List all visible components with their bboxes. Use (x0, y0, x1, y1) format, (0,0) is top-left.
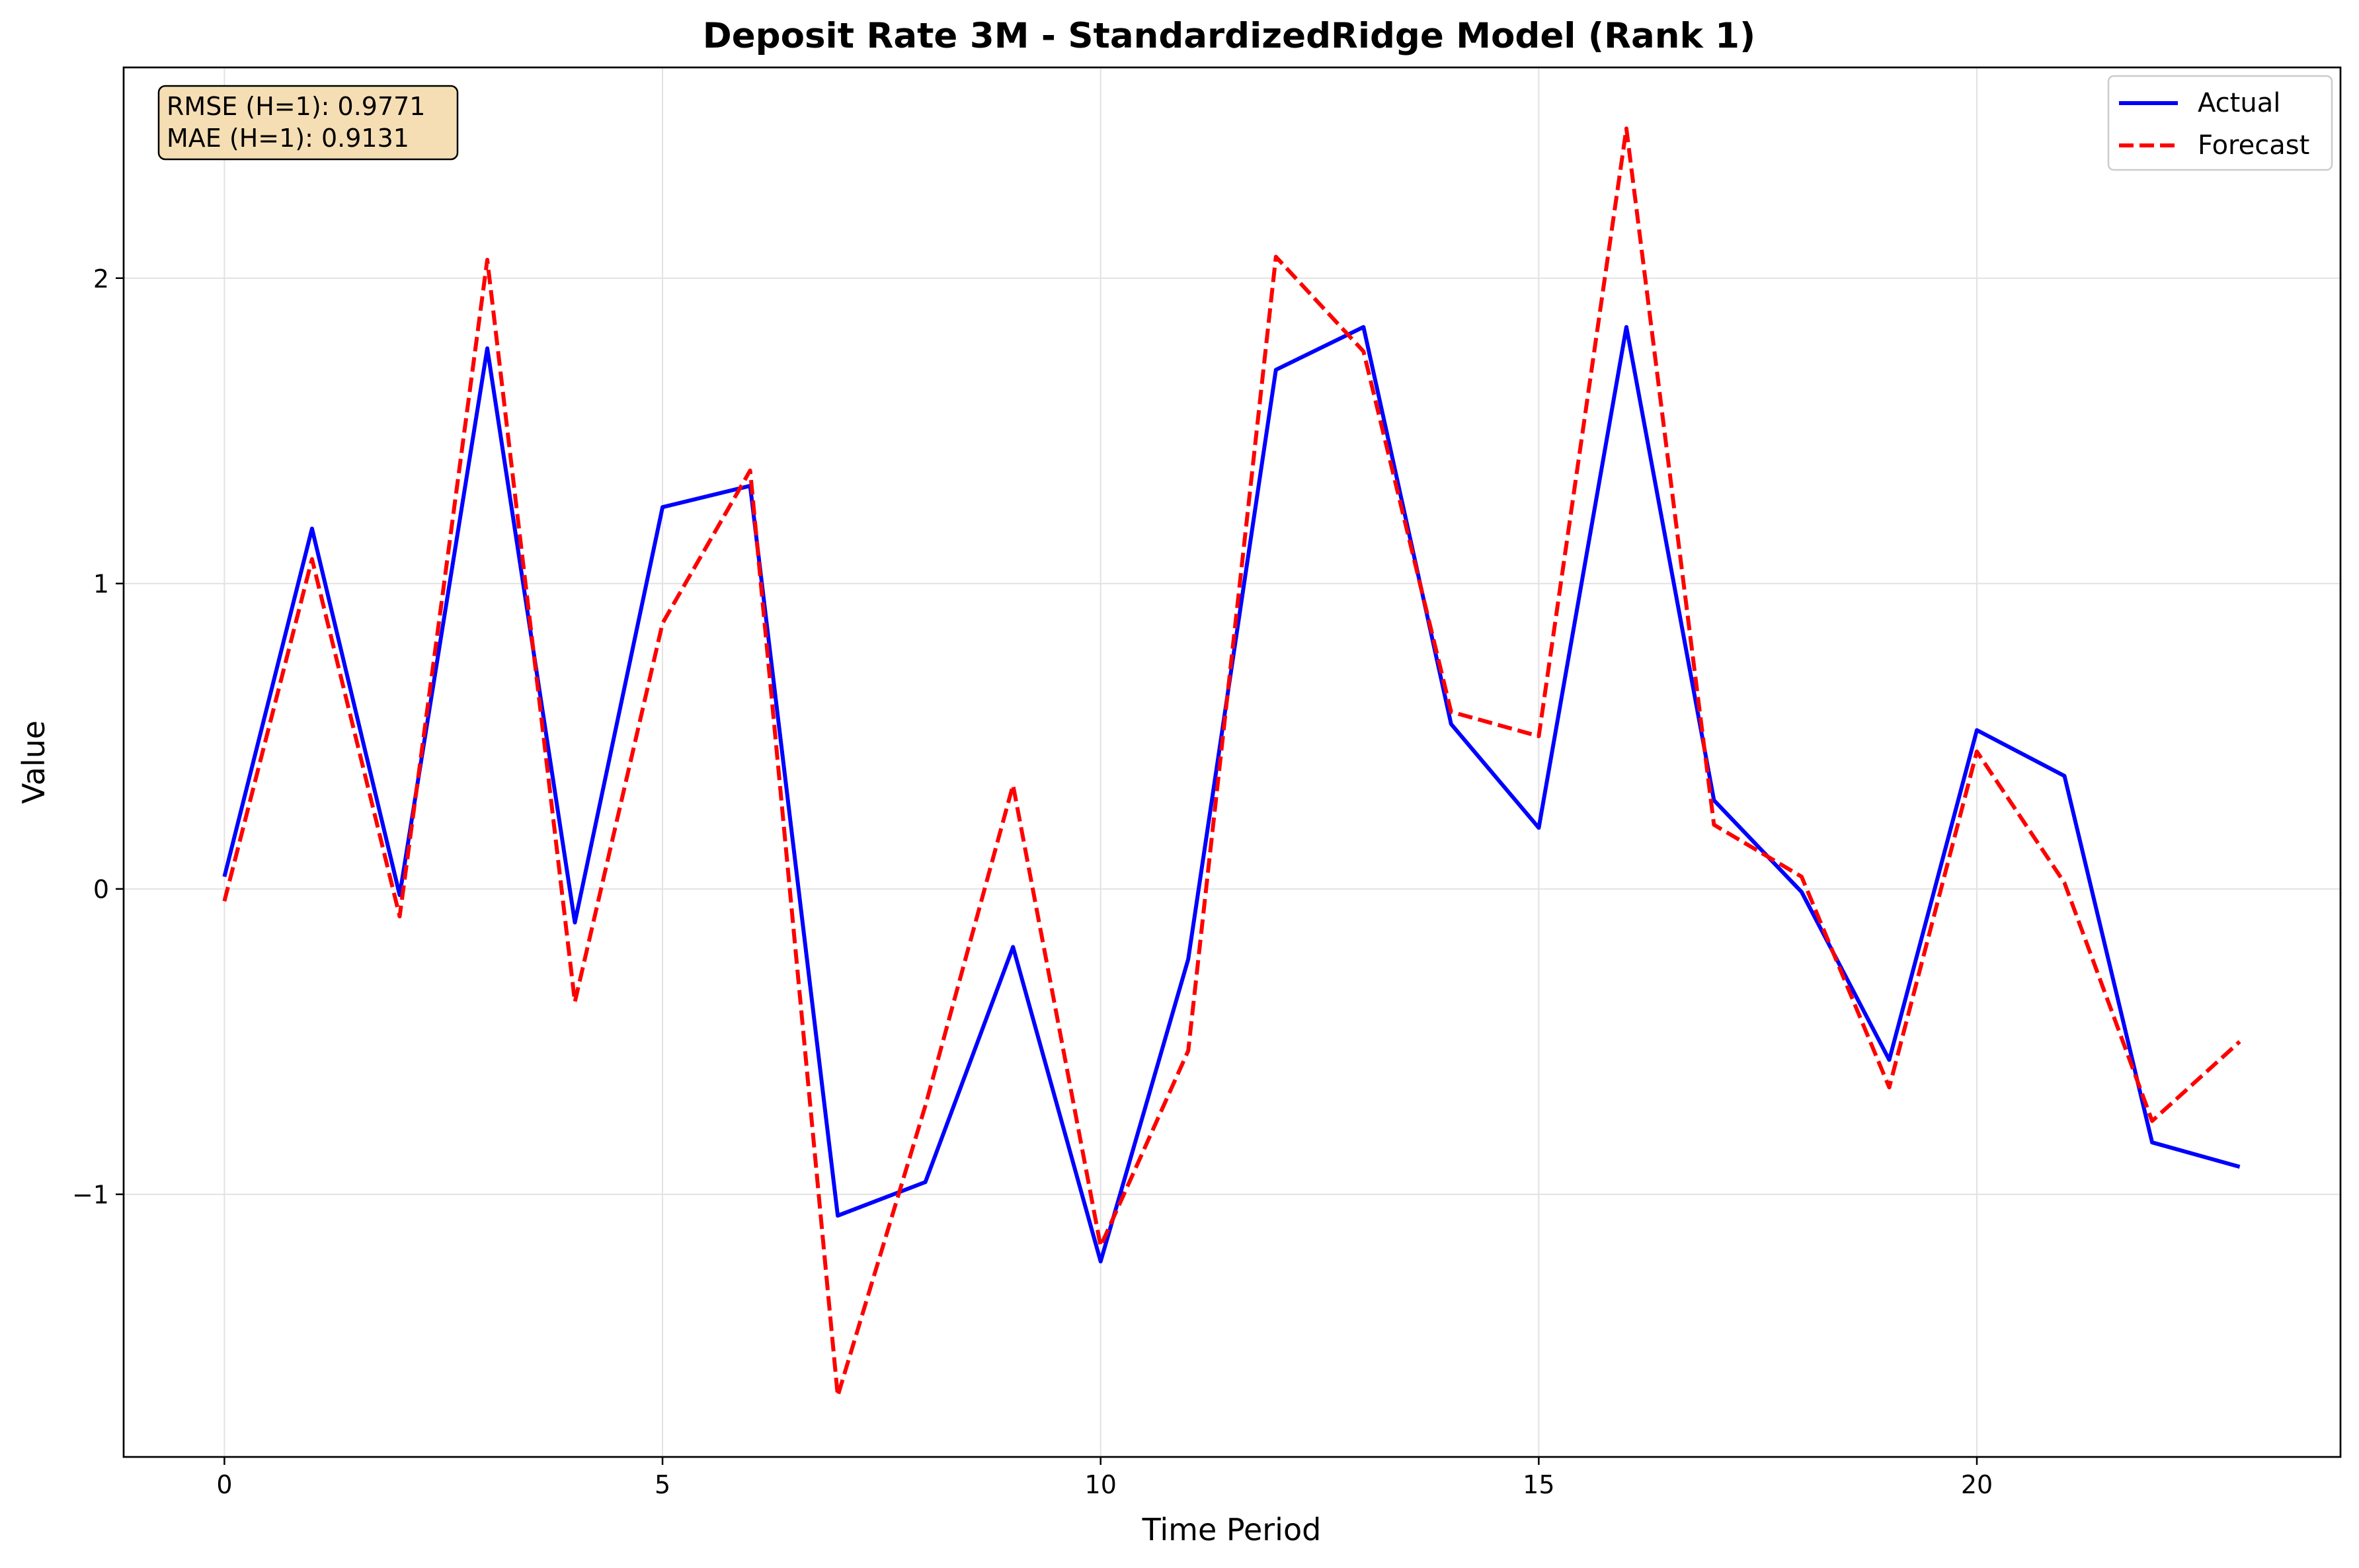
chart-title: Deposit Rate 3M - StandardizedRidge Mode… (703, 16, 1756, 56)
metrics-box-background (157, 85, 459, 161)
mae-text: MAE (H=1): 0.9131 (167, 124, 409, 153)
x-tick-label: 20 (1961, 1470, 1993, 1499)
legend-actual-label: Actual (2198, 88, 2280, 118)
y-tick-label: 2 (93, 264, 109, 294)
x-tick-label: 10 (1085, 1470, 1117, 1499)
axis-ticks: 0 5 10 15 20 −1 0 1 2 (72, 264, 1993, 1499)
x-axis-label: Time Period (1142, 1512, 1322, 1548)
y-axis-label: Value (16, 721, 52, 804)
x-tick-label: 15 (1523, 1470, 1554, 1499)
y-tick-label: −1 (72, 1181, 109, 1210)
x-tick-label: 5 (655, 1470, 670, 1499)
y-tick-label: 0 (93, 875, 109, 904)
y-tick-label: 1 (93, 570, 109, 599)
metrics-box: RMSE (H=1): 0.9771 MAE (H=1): 0.9131 (157, 85, 459, 161)
series-lines (222, 126, 2241, 1398)
legend-forecast-label: Forecast (2198, 130, 2309, 161)
series-line-forecast (222, 126, 2241, 1398)
x-tick-label: 0 (216, 1470, 232, 1499)
grid (124, 67, 2340, 1457)
legend: Actual Forecast (2107, 75, 2333, 171)
rmse-text: RMSE (H=1): 0.9771 (167, 92, 426, 121)
plot-frame (122, 66, 2342, 1458)
